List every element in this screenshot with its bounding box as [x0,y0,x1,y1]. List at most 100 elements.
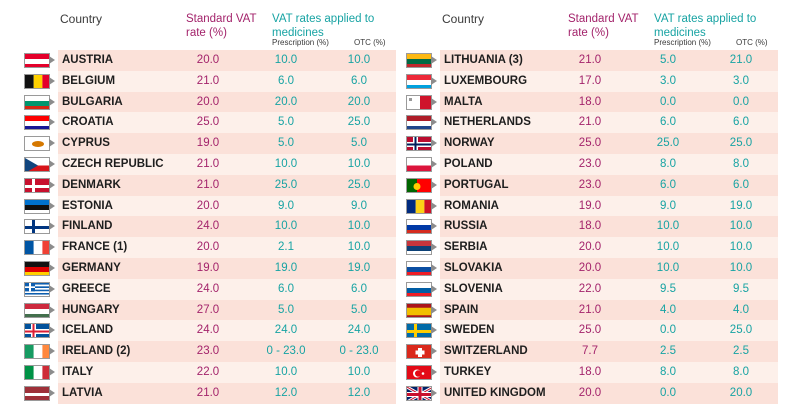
standard-vat-rate: 18.0 [578,365,602,378]
otc-vat-rate: 9.0 [351,199,367,212]
table-row: CROATIA 25.0 5.0 25.0 [20,112,396,134]
header-otc: OTC (%) [354,38,386,47]
standard-vat-rate: 21.0 [578,303,602,316]
table-header-right: Country Standard VAT rate (%) VAT rates … [402,10,778,48]
row-pointer-icon [431,97,437,106]
otc-vat-rate: 10.0 [347,241,371,254]
table-row: PORTUGAL 23.0 6.0 6.0 [402,174,778,196]
row-background [440,112,778,134]
otc-vat-rate: 2.5 [733,345,749,358]
standard-vat-rate: 17.0 [578,74,602,87]
otc-vat-rate: 9.5 [733,282,749,295]
otc-vat-rate: 19.0 [729,199,753,212]
row-background [58,278,396,300]
ireland-flag-icon [24,344,50,360]
otc-vat-rate: 4.0 [733,303,749,316]
lithuania-flag-icon [406,53,432,68]
prescription-vat-rate: 8.0 [660,365,676,378]
hungary-flag-icon [24,302,50,318]
country-name: SERBIA [444,241,488,254]
table-row: SLOVAKIA 20.0 10.0 10.0 [402,257,778,279]
poland-flag-icon [406,156,432,172]
country-name: SLOVENIA [444,282,503,295]
table-row: SERBIA 20.0 10.0 10.0 [402,237,778,258]
standard-vat-rate: 21.0 [196,157,220,170]
row-background [440,133,778,154]
country-name: FRANCE (1) [62,241,128,254]
prescription-vat-rate: 6.0 [278,74,294,87]
row-pointer-icon [49,367,55,376]
prescription-vat-rate: 25.0 [656,137,680,150]
country-name: LUXEMBOURG [444,74,528,87]
prescription-vat-rate: 10.0 [656,220,680,233]
country-name: BULGARIA [62,95,123,108]
otc-vat-rate: 25.0 [729,324,753,337]
country-name: GREECE [62,282,111,295]
standard-vat-rate: 18.0 [578,95,602,108]
bulgaria-flag-icon [24,94,50,110]
estonia-flag-icon [24,198,50,214]
otc-vat-rate: 25.0 [347,178,371,191]
country-name: LITHUANIA (3) [444,54,523,66]
standard-vat-rate: 20.0 [578,261,602,274]
row-pointer-icon [431,284,437,293]
row-background [58,195,396,217]
standard-vat-rate: 20.0 [196,241,220,254]
otc-vat-rate: 25.0 [347,116,371,129]
row-background [440,320,778,342]
row-background [440,361,778,383]
standard-vat-rate: 25.0 [578,324,602,337]
standard-vat-rate: 21.0 [196,178,220,191]
prescription-vat-rate: 5.0 [278,137,294,150]
row-pointer-icon [431,56,437,64]
otc-vat-rate: 6.0 [351,74,367,87]
table-row: FRANCE (1) 20.0 2.1 10.0 [20,237,396,258]
prescription-vat-rate: 10.0 [656,241,680,254]
prescription-vat-rate: 0 - 23.0 [266,345,306,358]
turkey-flag-icon [406,364,432,380]
malta-flag-icon [406,94,432,110]
country-name: IRELAND (2) [62,345,131,358]
otc-vat-rate: 10.0 [347,157,371,170]
prescription-vat-rate: 9.0 [660,199,676,212]
united-kingdom-flag-icon [406,385,432,401]
table-row: TURKEY 18.0 8.0 8.0 [402,361,778,383]
row-background [58,91,396,113]
row-pointer-icon [49,180,55,189]
prescription-vat-rate: 5.0 [278,116,294,129]
prescription-vat-rate: 24.0 [274,324,298,337]
table-row: MALTA 18.0 0.0 0.0 [402,91,778,113]
prescription-vat-rate: 6.0 [660,116,676,129]
otc-vat-rate: 10.0 [729,261,753,274]
table-row: RUSSIA 18.0 10.0 10.0 [402,216,778,238]
country-name: HUNGARY [62,303,120,316]
prescription-vat-rate: 2.1 [278,241,294,254]
slovenia-flag-icon [406,281,432,297]
table-panel-right: Country Standard VAT rate (%) VAT rates … [402,0,778,404]
row-background [440,50,778,71]
standard-vat-rate: 19.0 [196,261,220,274]
prescription-vat-rate: 19.0 [274,261,298,274]
row-background [58,237,396,258]
row-pointer-icon [49,388,55,397]
row-background [440,341,778,362]
sweden-flag-icon [406,323,432,339]
otc-vat-rate: 25.0 [729,137,753,150]
otc-vat-rate: 10.0 [347,220,371,233]
romania-flag-icon [406,198,432,214]
row-background [440,257,778,279]
table-row: HUNGARY 27.0 5.0 5.0 [20,299,396,321]
row-pointer-icon [431,180,437,189]
otc-vat-rate: 3.0 [733,74,749,87]
row-pointer-icon [431,388,437,397]
prescription-vat-rate: 0.0 [660,386,676,399]
row-pointer-icon [431,263,437,272]
row-background [440,70,778,92]
row-pointer-icon [49,222,55,231]
table-row: CYPRUS 19.0 5.0 5.0 [20,133,396,154]
standard-vat-rate: 23.0 [578,178,602,191]
greece-flag-icon [24,281,50,297]
row-pointer-icon [431,367,437,376]
row-pointer-icon [431,118,437,127]
table-row: BULGARIA 20.0 20.0 20.0 [20,91,396,113]
